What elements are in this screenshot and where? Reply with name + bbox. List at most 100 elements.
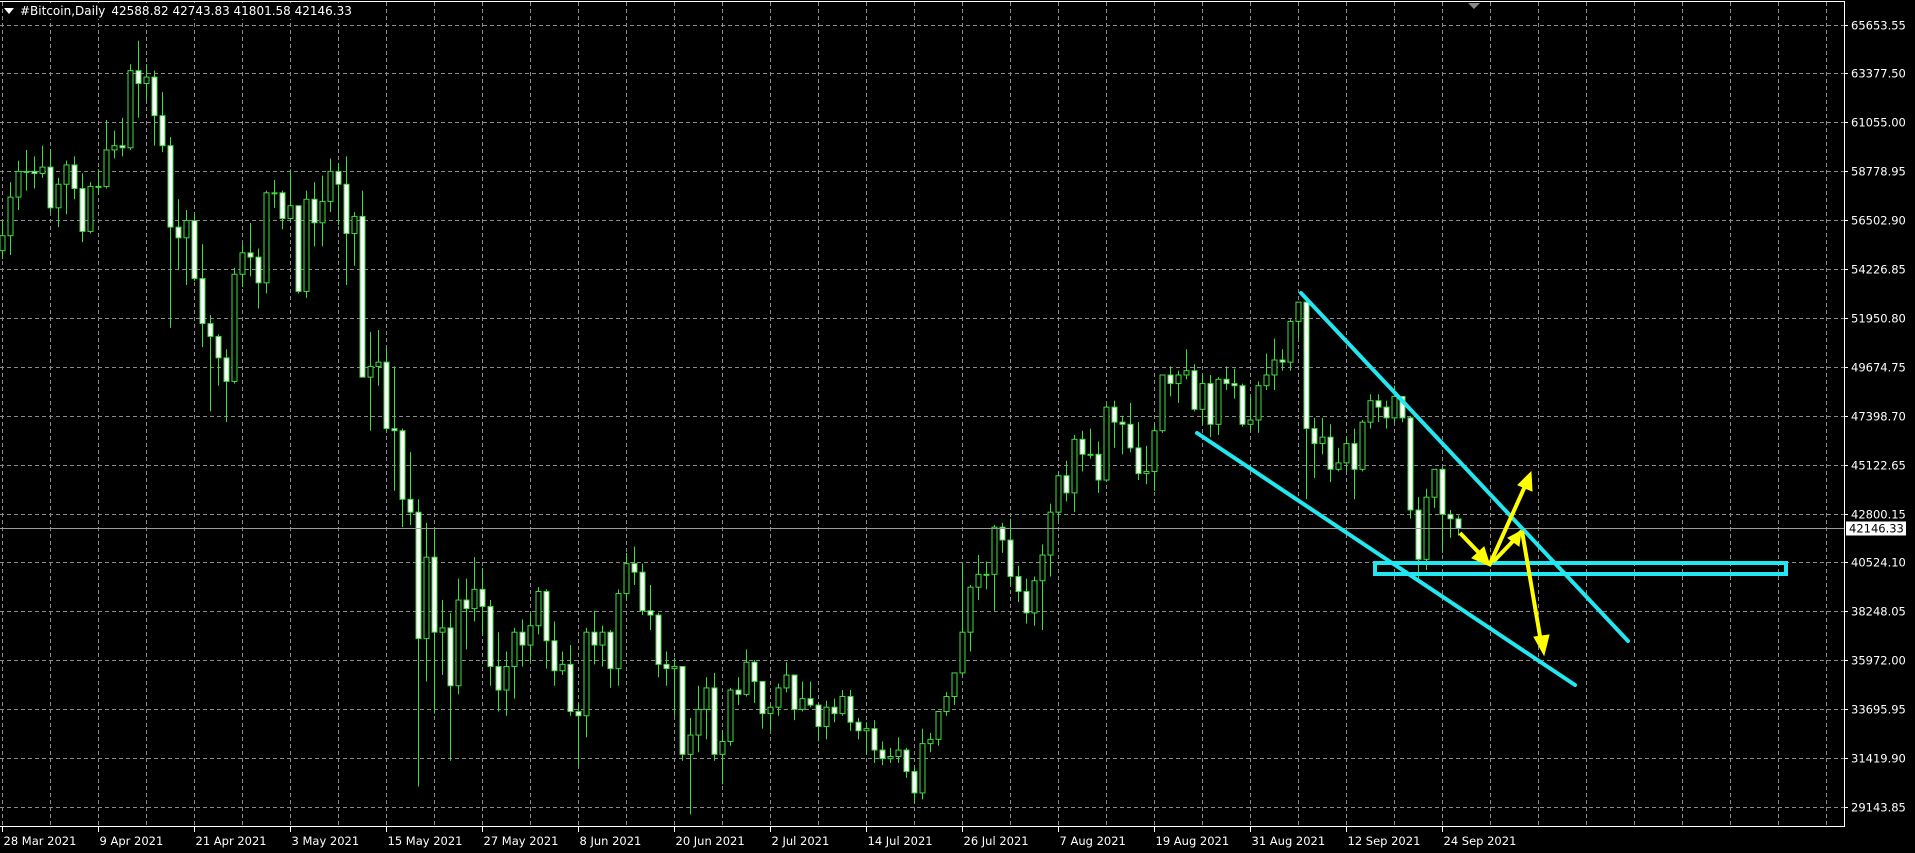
candle <box>1343 437 1350 472</box>
candle <box>527 612 534 663</box>
bull-candle-body <box>1335 462 1342 470</box>
bull-candle-body <box>1319 436 1326 445</box>
bear-candle-body <box>543 590 550 642</box>
bear-candle-body <box>1383 406 1390 419</box>
bull-candle-body <box>727 689 734 742</box>
candle <box>831 698 838 723</box>
candle <box>1231 368 1238 399</box>
bull-candle-body <box>471 588 478 610</box>
bull-candle-body <box>7 196 14 237</box>
candle <box>1255 381 1262 433</box>
bear-candle-body <box>1327 436 1334 470</box>
candle <box>175 199 182 270</box>
bull-candle-body <box>319 200 326 224</box>
bear-candle-body <box>903 749 910 773</box>
arrow-retest-up[interactable] <box>1491 536 1518 564</box>
bear-candle-body <box>751 661 758 682</box>
bull-candle-body <box>1159 374 1166 432</box>
bull-candle-body <box>983 573 990 576</box>
candle <box>903 747 910 778</box>
candle <box>1127 402 1134 453</box>
bull-candle-body <box>1431 468 1438 498</box>
upper-trendline[interactable] <box>1299 291 1630 643</box>
arrowhead-icon <box>1471 546 1491 567</box>
date-tick-label: 7 Aug 2021 <box>1060 834 1126 848</box>
bear-candle-body <box>1447 513 1454 520</box>
candle <box>815 704 822 742</box>
bull-candle-body <box>351 215 358 235</box>
candle <box>1335 447 1342 472</box>
candle <box>295 205 302 294</box>
candle <box>1375 394 1382 423</box>
bear-candle-body <box>1399 395 1406 419</box>
candle <box>1143 445 1150 485</box>
date-tick-label: 26 Jul 2021 <box>964 834 1029 848</box>
bear-candle-body <box>1455 518 1462 529</box>
candle <box>183 209 190 285</box>
candle <box>63 160 70 215</box>
bear-candle-body <box>383 361 390 430</box>
bear-candle-body <box>47 166 54 209</box>
bear-candle-body <box>295 205 302 292</box>
candle <box>471 557 478 622</box>
candle <box>55 177 62 228</box>
candle <box>775 683 782 716</box>
date-tick-label: 31 Aug 2021 <box>1252 834 1326 848</box>
candle <box>655 612 662 678</box>
yellow-arrows[interactable] <box>1458 470 1550 657</box>
candle <box>1423 488 1430 571</box>
date-tick-label: 24 Sep 2021 <box>1444 834 1517 848</box>
candle <box>543 589 550 669</box>
candle <box>983 561 990 590</box>
candle <box>431 529 438 714</box>
bull-candle-body <box>823 706 830 727</box>
bull-candle-body <box>951 672 958 697</box>
candle <box>207 314 214 412</box>
bear-candle-body <box>663 663 670 670</box>
candle <box>15 160 22 210</box>
candle <box>311 182 318 247</box>
chart-header: #Bitcoin,Daily 42588.82 42743.83 41801.5… <box>4 3 356 19</box>
dropdown-triangle-icon[interactable] <box>4 8 14 14</box>
arrow-breakout-up[interactable] <box>1487 483 1528 567</box>
bull-candle-body <box>111 145 118 151</box>
lower-trendline[interactable] <box>1195 431 1577 687</box>
candle <box>671 657 678 716</box>
candle <box>39 145 46 178</box>
candle <box>719 730 726 785</box>
bear-candle-body <box>1415 509 1422 560</box>
bull-candle-body <box>271 192 278 195</box>
candle <box>863 722 870 755</box>
price-tick-label: 47398.70 <box>1851 410 1906 424</box>
price-tick-label: 38248.05 <box>1851 605 1906 619</box>
candle <box>119 117 126 157</box>
candle <box>127 64 134 150</box>
date-tick-label: 27 May 2021 <box>484 834 559 848</box>
bull-candle-body <box>1143 470 1150 475</box>
bull-candle-body <box>143 76 150 85</box>
candle <box>975 555 982 601</box>
candle <box>607 630 614 688</box>
drawings[interactable] <box>1195 291 1788 687</box>
candle <box>415 499 422 787</box>
bull-candle-body <box>511 631 518 667</box>
bull-candle-body <box>55 183 62 209</box>
bear-candle-body <box>415 511 422 640</box>
candle <box>1055 473 1062 521</box>
bear-candle-body <box>871 728 878 751</box>
bear-candle-body <box>1279 359 1286 363</box>
candle <box>727 687 734 746</box>
candle <box>1095 441 1102 493</box>
arrow-breakdown[interactable] <box>1520 530 1543 643</box>
support-zone-rectangle[interactable] <box>1373 561 1788 576</box>
time-axis[interactable]: 28 Mar 2021 9 Apr 2021 21 Apr 2021 3 May 20… <box>2 826 1517 848</box>
bear-candle-body <box>495 665 502 691</box>
price-tick-label: 65653.55 <box>1851 19 1906 33</box>
price-axis[interactable]: 65653.55 63377.50 61055.00 58778.95 56502.90… <box>1844 19 1906 815</box>
candle <box>359 190 366 378</box>
bear-candle-body <box>1223 378 1230 385</box>
candle <box>639 563 646 616</box>
chart-shift-marker-icon[interactable] <box>1468 3 1480 9</box>
bear-candle-body <box>655 614 662 665</box>
